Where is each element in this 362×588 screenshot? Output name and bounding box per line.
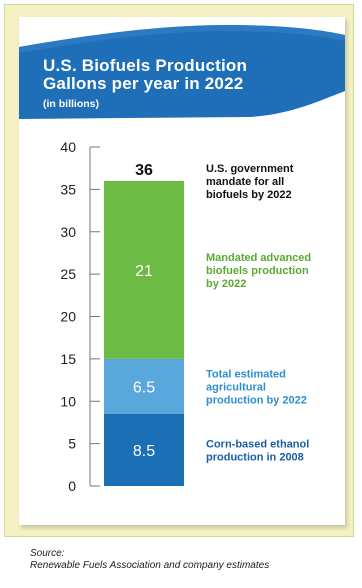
y-tick-label: 0 <box>68 478 76 494</box>
annotation-line: Mandated advanced <box>206 252 311 264</box>
annotation-line: Total estimated <box>206 368 286 380</box>
y-tick-label: 15 <box>60 351 76 367</box>
chart-title: U.S. Biofuels Production Gallons per yea… <box>43 57 247 93</box>
bar-segment-1 <box>104 413 184 486</box>
annotation-line: production by 2022 <box>206 394 307 406</box>
bar-segment-2 <box>104 358 184 414</box>
annotation-line: mandate for all <box>206 176 284 188</box>
y-tick-label: 20 <box>60 309 76 325</box>
annotation-line: biofuels by 2022 <box>206 189 292 201</box>
source-note: Source: Renewable Fuels Association and … <box>30 548 269 572</box>
bar-segment-3 <box>104 180 184 359</box>
y-tick-label: 25 <box>60 266 76 282</box>
annotation-1: U.S. government mandate for all biofuels b… <box>206 163 294 201</box>
title-banner: U.S. Biofuels Production Gallons per yea… <box>19 17 345 119</box>
annotation-line: biofuels production <box>206 265 309 277</box>
chart-subtitle: (in billions) <box>43 98 99 110</box>
annotation-2: Mandated advanced biofuels production by 2… <box>206 252 311 290</box>
y-tick-label: 10 <box>60 393 76 409</box>
y-tick-label: 30 <box>60 224 76 240</box>
bar-value-label: 8.5 <box>133 443 155 460</box>
source-text: Renewable Fuels Association and company … <box>30 560 270 571</box>
y-tick-label: 40 <box>60 139 76 155</box>
bar-total-label: 36 <box>135 162 153 179</box>
y-tick-label: 35 <box>60 181 76 197</box>
bar-value-label: 6.5 <box>133 379 155 396</box>
annotation-3: Total estimated agricultural production by… <box>206 368 307 406</box>
annotation-4: Corn-based ethanol production in 2008 <box>206 438 309 463</box>
banner-shape <box>19 25 345 119</box>
bar-value-label: 21 <box>135 263 153 280</box>
source-label: Source: <box>30 548 65 559</box>
annotation-line: by 2022 <box>206 278 246 290</box>
chart-title-line-2: Gallons per year in 2022 <box>43 74 244 93</box>
annotation-line: agricultural <box>206 381 266 393</box>
chart-title-line-1: U.S. Biofuels Production <box>43 56 248 75</box>
annotation-line: Corn-based ethanol <box>206 438 309 450</box>
y-tick-label: 5 <box>68 436 76 452</box>
annotation-line: U.S. government <box>206 163 294 175</box>
annotation-line: production in 2008 <box>206 451 304 463</box>
